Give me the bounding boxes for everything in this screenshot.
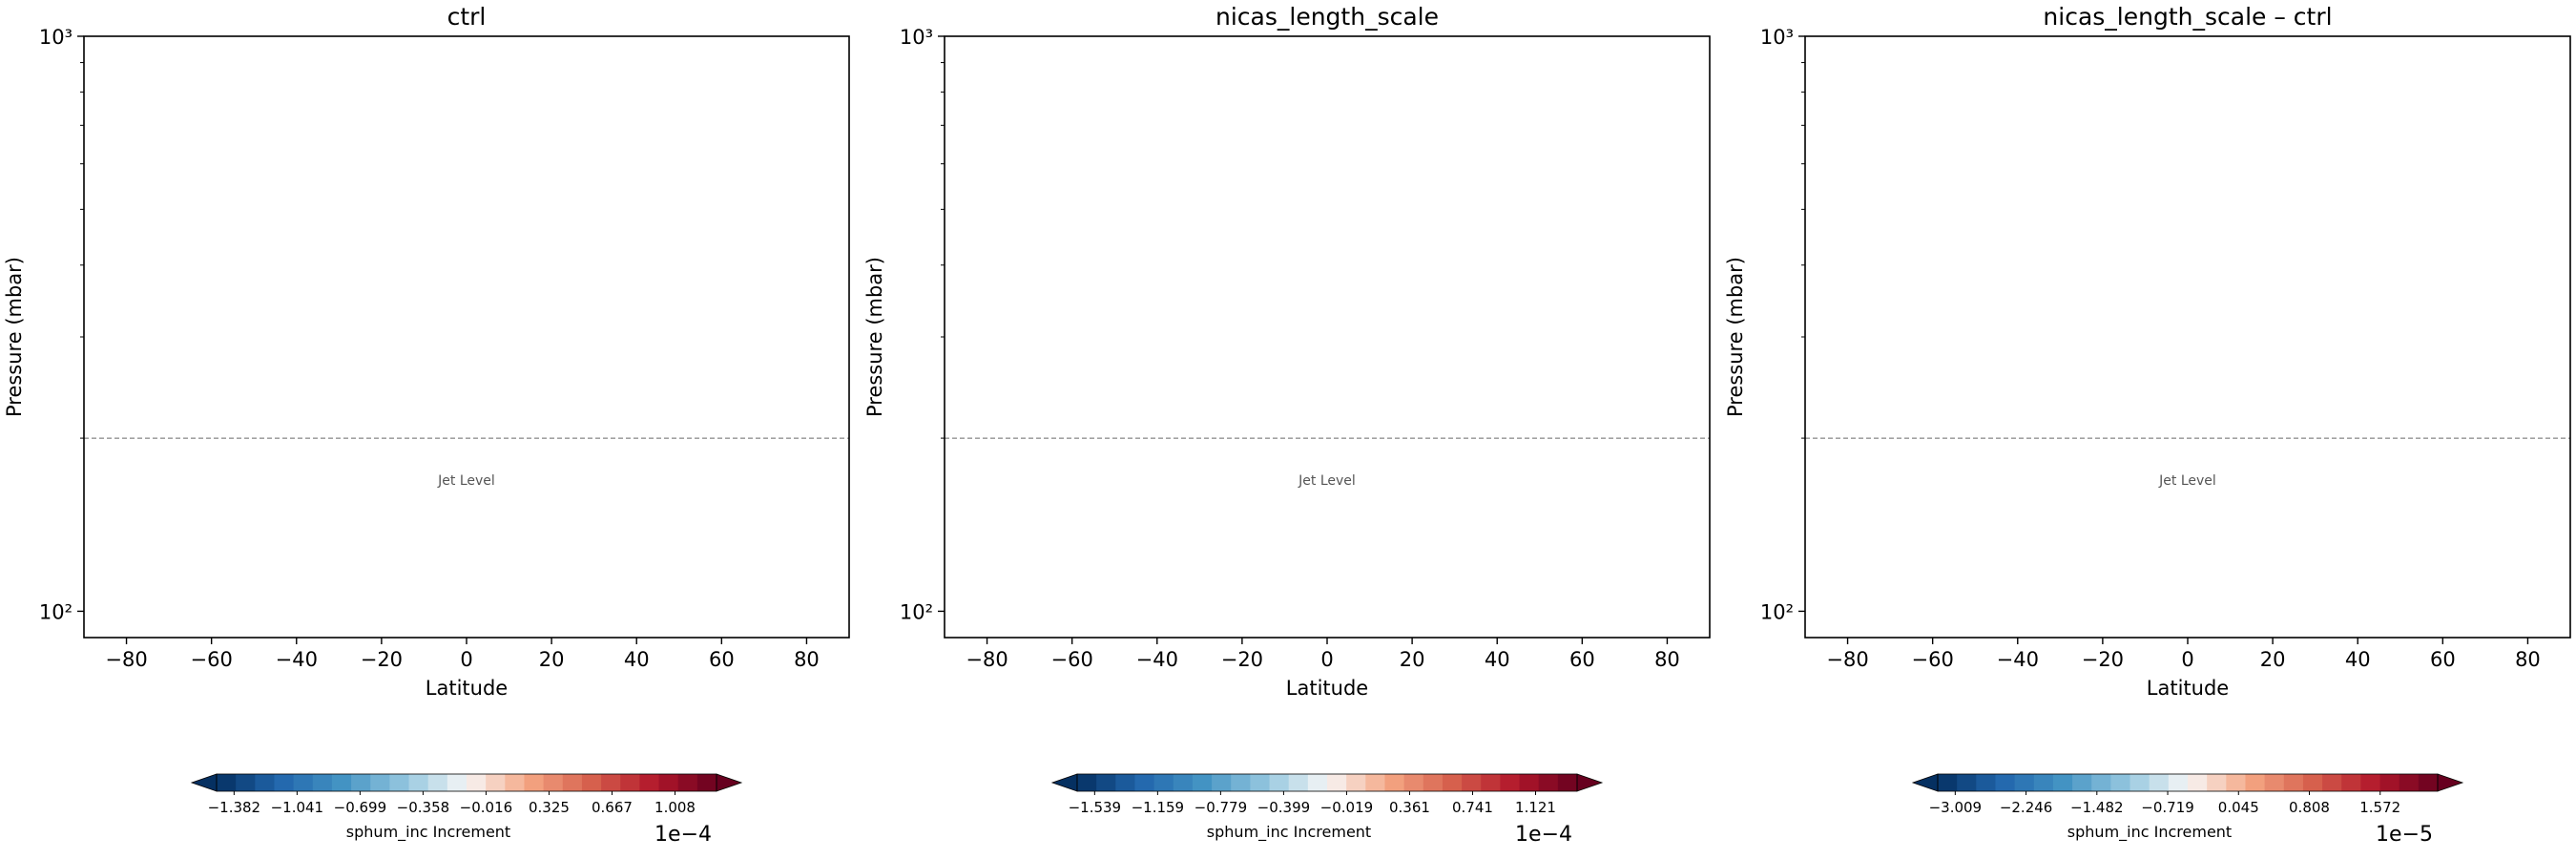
- subplot-1: Jet Level−80 −60 −40 −20 0 20 40 60 8010³10²ctrl…: [3, 3, 850, 847]
